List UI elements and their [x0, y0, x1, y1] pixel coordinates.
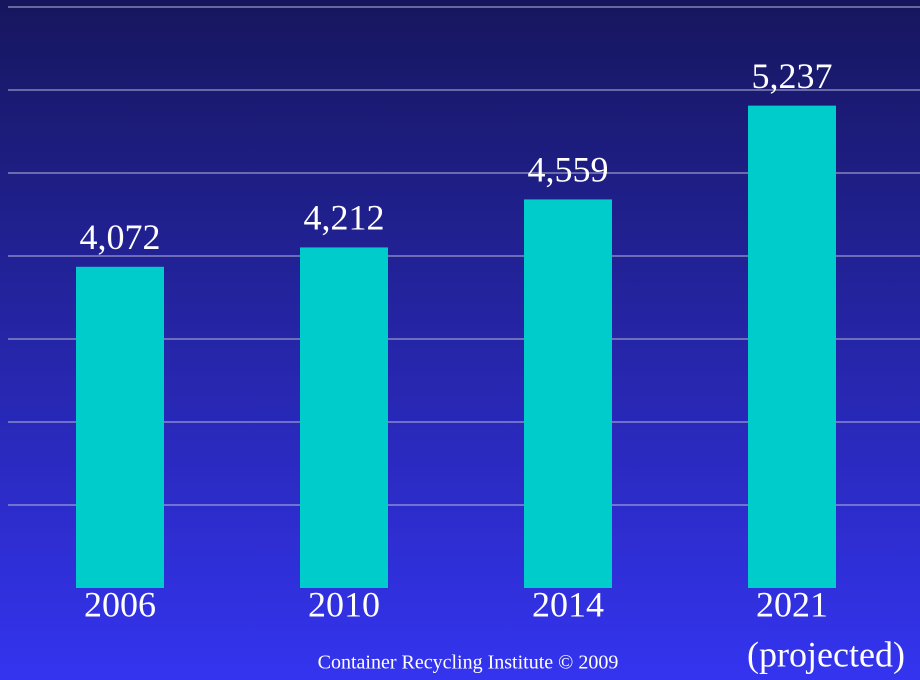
- x-tick-label: 2006: [84, 584, 156, 624]
- value-label: 4,559: [528, 150, 609, 190]
- bar: [76, 266, 164, 588]
- annotation: (projected): [747, 634, 905, 674]
- value-label: 4,212: [304, 198, 385, 238]
- value-label: 5,237: [752, 56, 833, 96]
- bar: [524, 199, 612, 588]
- footer: Container Recycling Institute © 2009: [318, 652, 619, 674]
- x-tick-label: 2010: [308, 584, 380, 624]
- value-label: 4,072: [80, 217, 161, 257]
- x-tick-label: 2021: [756, 584, 828, 624]
- x-tick-label: 2014: [532, 584, 604, 624]
- bar: [300, 247, 388, 588]
- bar: [748, 105, 836, 589]
